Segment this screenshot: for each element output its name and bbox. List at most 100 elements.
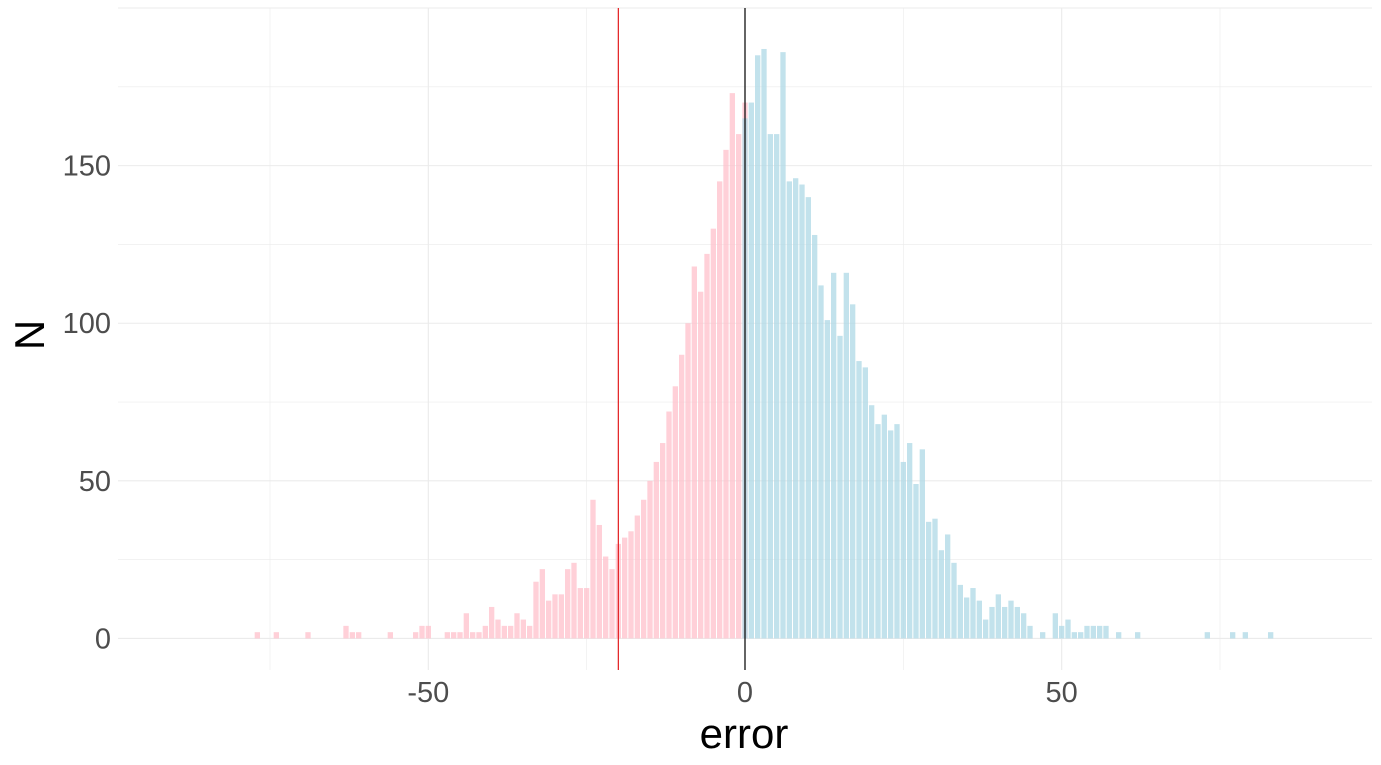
histogram-bar xyxy=(780,52,786,639)
histogram-bar xyxy=(951,562,957,639)
histogram-bar xyxy=(451,632,457,639)
histogram-bar xyxy=(647,480,653,639)
histogram-bar xyxy=(938,550,944,639)
histogram-bar xyxy=(527,625,533,639)
histogram-bar xyxy=(698,291,704,639)
histogram-bar xyxy=(786,181,792,639)
histogram-bar xyxy=(1014,606,1020,639)
histogram-bar xyxy=(666,411,672,639)
histogram-bar xyxy=(482,625,488,639)
histogram-bar xyxy=(1002,606,1008,639)
histogram-bar xyxy=(463,613,469,639)
histogram-bar xyxy=(343,625,349,639)
histogram-bar xyxy=(710,228,716,639)
histogram-bar xyxy=(444,632,450,639)
histogram-bar xyxy=(1065,619,1071,639)
histogram-bar xyxy=(869,405,875,639)
histogram-bar xyxy=(457,632,463,639)
histogram-bar xyxy=(926,521,932,639)
histogram-bar xyxy=(508,625,514,639)
histogram-bar xyxy=(1008,600,1014,639)
histogram-bar xyxy=(596,524,602,639)
histogram-bar xyxy=(609,569,615,639)
histogram-bar xyxy=(356,632,362,639)
histogram-bar xyxy=(1027,625,1033,639)
histogram-bar xyxy=(824,320,830,639)
histogram-bar xyxy=(894,424,900,639)
histogram-bar xyxy=(812,234,818,639)
histogram-bar xyxy=(945,534,951,639)
histogram-bar xyxy=(1021,613,1027,639)
histogram-bar xyxy=(1059,625,1065,639)
histogram-bar xyxy=(799,184,805,639)
histogram-bar xyxy=(805,197,811,639)
histogram-bar xyxy=(888,430,894,639)
histogram-bar xyxy=(748,102,754,639)
histogram-bar xyxy=(305,632,311,639)
histogram-bar xyxy=(976,600,982,639)
histogram-bar xyxy=(850,304,856,639)
histogram-bar xyxy=(983,619,989,639)
histogram-bar xyxy=(862,367,868,639)
y-axis-title: N xyxy=(6,320,53,350)
histogram-bar xyxy=(755,55,761,639)
histogram-bar xyxy=(913,484,919,639)
histogram-bar xyxy=(254,632,260,639)
histogram-bar xyxy=(590,499,596,639)
histogram-bar xyxy=(1084,625,1090,639)
histogram-bar xyxy=(907,443,913,639)
y-tick-label: 0 xyxy=(95,623,111,655)
y-axis-ticks: 0 50 100 150 xyxy=(63,151,111,656)
histogram-bar xyxy=(818,285,824,639)
reference-lines xyxy=(617,8,746,670)
y-tick-label: 50 xyxy=(79,466,111,498)
histogram-bar xyxy=(501,625,507,639)
histogram-bar xyxy=(1242,632,1248,639)
histogram-bar xyxy=(919,449,925,639)
histogram-bar xyxy=(856,361,862,639)
histogram-bar xyxy=(964,597,970,639)
histogram-bar xyxy=(767,134,773,639)
histogram-bar xyxy=(723,149,729,639)
histogram-bar xyxy=(520,619,526,639)
histogram-bar xyxy=(1135,632,1141,639)
histogram-bar xyxy=(514,613,520,639)
histogram-bar xyxy=(552,594,558,639)
histogram-bar xyxy=(660,443,666,639)
histogram-bar xyxy=(729,93,735,639)
histogram-bar xyxy=(413,632,419,639)
histogram-bar xyxy=(761,48,767,639)
histogram-bar xyxy=(546,600,552,639)
x-axis-ticks: -50 0 50 xyxy=(407,677,1077,709)
histogram-bar xyxy=(843,272,849,639)
histogram-bar xyxy=(957,584,963,639)
histogram-bar xyxy=(577,588,583,639)
histogram-bar xyxy=(1097,625,1103,639)
histogram-bar xyxy=(1078,632,1084,639)
y-tick-label: 100 xyxy=(63,308,111,340)
histogram-bar xyxy=(1230,632,1236,639)
x-tick-label: -50 xyxy=(407,677,449,709)
histogram-bar xyxy=(533,581,539,639)
histogram-bar xyxy=(685,323,691,639)
histogram-bar xyxy=(419,625,425,639)
histogram-bar xyxy=(679,354,685,639)
x-tick-label: 50 xyxy=(1046,677,1078,709)
histogram-bar xyxy=(1052,613,1058,639)
histogram-bar xyxy=(634,515,640,639)
histogram-bar xyxy=(1071,632,1077,639)
histogram-bar xyxy=(425,625,431,639)
histogram-bar xyxy=(691,266,697,639)
x-axis-title: error xyxy=(700,710,789,757)
histogram-bar xyxy=(989,606,995,639)
histogram-bar xyxy=(641,499,647,639)
histogram-bar xyxy=(470,632,476,639)
histogram-bar xyxy=(736,134,742,639)
histogram-bar xyxy=(603,556,609,639)
histogram-bar xyxy=(932,518,938,639)
histogram-bar xyxy=(387,632,393,639)
histogram-bar xyxy=(704,253,710,639)
histogram-bar xyxy=(881,414,887,639)
histogram-bar xyxy=(622,537,628,639)
